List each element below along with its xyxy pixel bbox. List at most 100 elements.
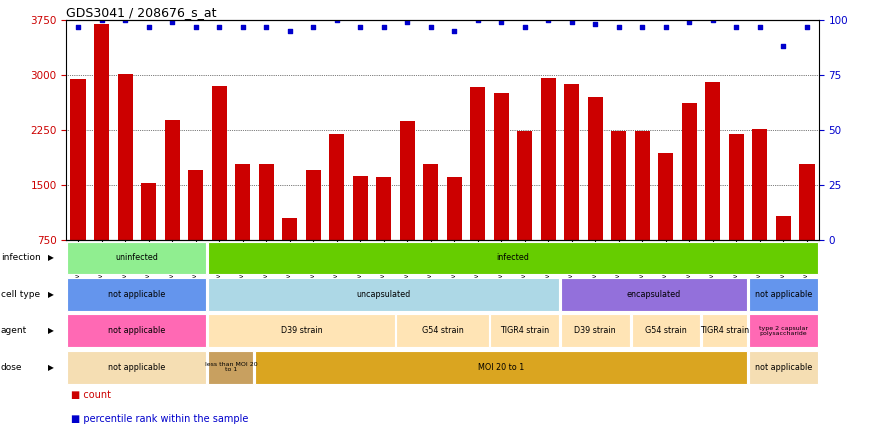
Text: GDS3041 / 208676_s_at: GDS3041 / 208676_s_at (66, 6, 217, 19)
Text: less than MOI 20
to 1: less than MOI 20 to 1 (204, 362, 258, 373)
Point (776, 43, 790, 50)
Text: not applicable: not applicable (755, 363, 812, 372)
Point (589, 21, 603, 28)
Text: TIGR4 strain: TIGR4 strain (500, 326, 550, 335)
Bar (632, 314, 700, 347)
Text: ▶: ▶ (48, 290, 53, 299)
Bar (494, 92, 509, 240)
Bar (705, 82, 720, 240)
Bar (208, 278, 559, 311)
Text: agent: agent (1, 326, 27, 335)
Text: not applicable: not applicable (108, 363, 165, 372)
Point (165, 19, 180, 26)
Bar (118, 74, 133, 240)
Point (71, 23, 85, 30)
Point (424, 23, 438, 30)
Text: cell type: cell type (1, 290, 40, 299)
Bar (588, 97, 603, 240)
Bar (702, 314, 747, 347)
Bar (517, 131, 533, 240)
Text: G54 strain: G54 strain (645, 326, 687, 335)
Bar (258, 164, 273, 240)
Point (518, 23, 532, 30)
Bar (141, 182, 157, 240)
Point (800, 23, 814, 30)
Text: D39 strain: D39 strain (281, 326, 322, 335)
Point (212, 23, 227, 30)
Bar (67, 278, 206, 311)
Bar (681, 103, 697, 240)
Text: ▶: ▶ (48, 326, 53, 335)
Bar (799, 164, 814, 240)
Point (282, 28, 296, 35)
Bar (256, 351, 747, 384)
Text: MOI 20 to 1: MOI 20 to 1 (478, 363, 525, 372)
Point (189, 23, 203, 30)
Bar (728, 134, 744, 240)
Text: ■ count: ■ count (71, 390, 111, 400)
Text: type 2 capsular
polysaccharide: type 2 capsular polysaccharide (758, 325, 808, 336)
Bar (749, 314, 818, 347)
Bar (67, 351, 206, 384)
Bar (564, 84, 580, 240)
Text: ▶: ▶ (48, 363, 53, 372)
Bar (188, 170, 204, 240)
Bar (67, 314, 206, 347)
Point (658, 23, 673, 30)
Text: infected: infected (496, 254, 529, 262)
Bar (235, 164, 250, 240)
Bar (612, 131, 627, 240)
Point (753, 23, 767, 30)
Bar (447, 177, 462, 240)
Text: ▶: ▶ (48, 254, 53, 262)
Bar (352, 176, 368, 240)
Point (306, 23, 320, 30)
Text: infection: infection (1, 254, 41, 262)
Bar (282, 218, 297, 240)
Bar (165, 120, 180, 240)
Bar (752, 129, 767, 240)
Bar (329, 134, 344, 240)
Bar (423, 164, 438, 240)
Point (329, 16, 343, 24)
Bar (749, 278, 818, 311)
Bar (212, 86, 227, 240)
Bar (94, 24, 109, 240)
Point (494, 19, 508, 26)
Point (235, 23, 250, 30)
Bar (490, 314, 559, 347)
Point (565, 19, 579, 26)
Bar (208, 314, 395, 347)
Bar (396, 314, 489, 347)
Text: ■ percentile rank within the sample: ■ percentile rank within the sample (71, 414, 248, 424)
Point (95, 16, 109, 24)
Bar (776, 216, 791, 240)
Bar (658, 153, 673, 240)
Point (377, 23, 391, 30)
Point (259, 23, 273, 30)
Bar (400, 121, 415, 240)
Bar (71, 79, 86, 240)
Bar (208, 242, 818, 274)
Bar (67, 242, 206, 274)
Point (118, 16, 132, 24)
Point (471, 16, 485, 24)
Bar (635, 131, 650, 240)
Bar (561, 278, 747, 311)
Text: encapsulated: encapsulated (627, 290, 681, 299)
Text: not applicable: not applicable (108, 326, 165, 335)
Text: not applicable: not applicable (108, 290, 165, 299)
Bar (376, 177, 391, 240)
Text: TIGR4 strain: TIGR4 strain (700, 326, 750, 335)
Point (612, 23, 626, 30)
Text: uncapsulated: uncapsulated (357, 290, 411, 299)
Point (400, 19, 414, 26)
Point (635, 23, 650, 30)
Bar (470, 87, 485, 240)
Bar (208, 351, 253, 384)
Bar (561, 314, 629, 347)
Text: dose: dose (1, 363, 22, 372)
Point (142, 23, 156, 30)
Point (542, 16, 556, 24)
Point (705, 16, 720, 24)
